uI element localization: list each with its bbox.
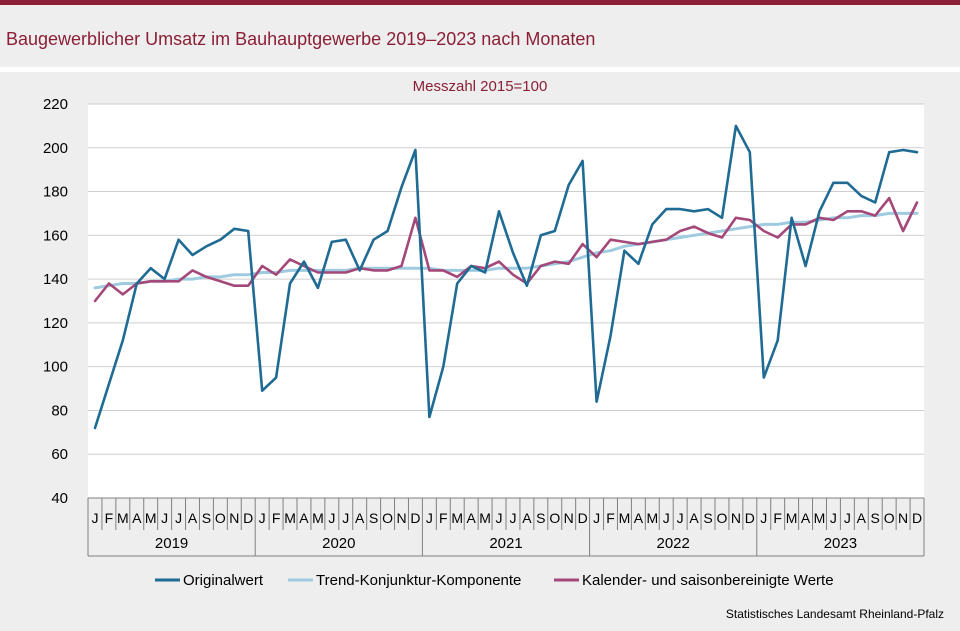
legend-label-0: Originalwert <box>183 572 264 589</box>
month-label: J <box>496 510 503 526</box>
month-label: A <box>188 510 198 526</box>
y-tick-label-160: 160 <box>43 227 68 244</box>
chart-area: Messzahl 2015=100 40 60 80 100 120 140 160 180 2… <box>0 72 960 631</box>
month-label: M <box>145 510 157 526</box>
y-tick-label-180: 180 <box>43 184 68 201</box>
month-label: N <box>898 510 908 526</box>
month-label: S <box>202 510 211 526</box>
month-label: A <box>689 510 699 526</box>
month-label: A <box>466 510 476 526</box>
y-tick-label-120: 120 <box>43 315 68 332</box>
month-label: J <box>91 510 98 526</box>
month-label: J <box>844 510 851 526</box>
header: Baugewerblicher Umsatz im Bauhauptgewerb… <box>0 5 960 67</box>
month-label: M <box>312 510 324 526</box>
month-label: N <box>229 510 239 526</box>
month-label: J <box>663 510 670 526</box>
month-label: F <box>105 510 114 526</box>
month-label: A <box>522 510 532 526</box>
month-label: F <box>439 510 448 526</box>
month-label: O <box>382 510 393 526</box>
month-label: M <box>451 510 463 526</box>
month-label: N <box>564 510 574 526</box>
series-line-saisonbereinigt <box>93 196 919 303</box>
month-label: J <box>509 510 516 526</box>
month-label: J <box>830 510 837 526</box>
month-label: M <box>619 510 631 526</box>
month-label: J <box>259 510 266 526</box>
month-label: D <box>912 510 922 526</box>
y-tick-label-220: 220 <box>43 96 68 113</box>
month-label: J <box>161 510 168 526</box>
month-label: A <box>857 510 867 526</box>
plot-background <box>88 104 924 498</box>
month-label: N <box>731 510 741 526</box>
month-label: O <box>215 510 226 526</box>
month-label: J <box>677 510 684 526</box>
month-label: M <box>646 510 658 526</box>
month-label: F <box>272 510 281 526</box>
month-label: S <box>536 510 545 526</box>
y-tick-label-200: 200 <box>43 140 68 157</box>
month-label: F <box>606 510 615 526</box>
month-label: D <box>410 510 420 526</box>
month-label: F <box>773 510 782 526</box>
legend-label-2: Kalender- und saisonbereinigte Werte <box>582 572 834 589</box>
month-label: O <box>884 510 895 526</box>
month-label: A <box>299 510 309 526</box>
month-label: O <box>717 510 728 526</box>
month-label: N <box>396 510 406 526</box>
y-tick-label-60: 60 <box>51 446 68 463</box>
chart-subtitle: Messzahl 2015=100 <box>412 78 548 95</box>
year-label-2020: 2020 <box>322 535 355 552</box>
month-label: M <box>786 510 798 526</box>
month-label: A <box>355 510 365 526</box>
month-label: A <box>801 510 811 526</box>
month-label: D <box>745 510 755 526</box>
month-label: M <box>284 510 296 526</box>
year-label-2019: 2019 <box>155 535 188 552</box>
month-label: M <box>117 510 129 526</box>
month-label: M <box>814 510 826 526</box>
year-label-2021: 2021 <box>489 535 522 552</box>
y-tick-label-100: 100 <box>43 359 68 376</box>
month-label: A <box>132 510 142 526</box>
source-note: Statistisches Landesamt Rheinland-Pfalz <box>725 607 944 621</box>
series-line-originalwert <box>93 124 919 430</box>
month-label: J <box>342 510 349 526</box>
top-accent-bar <box>0 0 960 5</box>
month-label: S <box>703 510 712 526</box>
y-tick-label-80: 80 <box>51 402 68 419</box>
month-label: D <box>243 510 253 526</box>
month-label: J <box>175 510 182 526</box>
year-label-2023: 2023 <box>824 535 857 552</box>
y-tick-label-140: 140 <box>43 271 68 288</box>
month-label: S <box>871 510 880 526</box>
month-label: J <box>593 510 600 526</box>
y-tick-label-40: 40 <box>51 490 68 507</box>
month-label: O <box>549 510 560 526</box>
month-label: M <box>479 510 491 526</box>
chart-title: Baugewerblicher Umsatz im Bauhauptgewerb… <box>6 29 596 49</box>
legend-label-1: Trend-Konjunktur-Komponente <box>316 572 521 589</box>
month-label: J <box>426 510 433 526</box>
month-label: J <box>760 510 767 526</box>
month-label: J <box>328 510 335 526</box>
month-label: S <box>369 510 378 526</box>
month-label: A <box>634 510 644 526</box>
month-label: D <box>578 510 588 526</box>
year-label-2022: 2022 <box>657 535 690 552</box>
